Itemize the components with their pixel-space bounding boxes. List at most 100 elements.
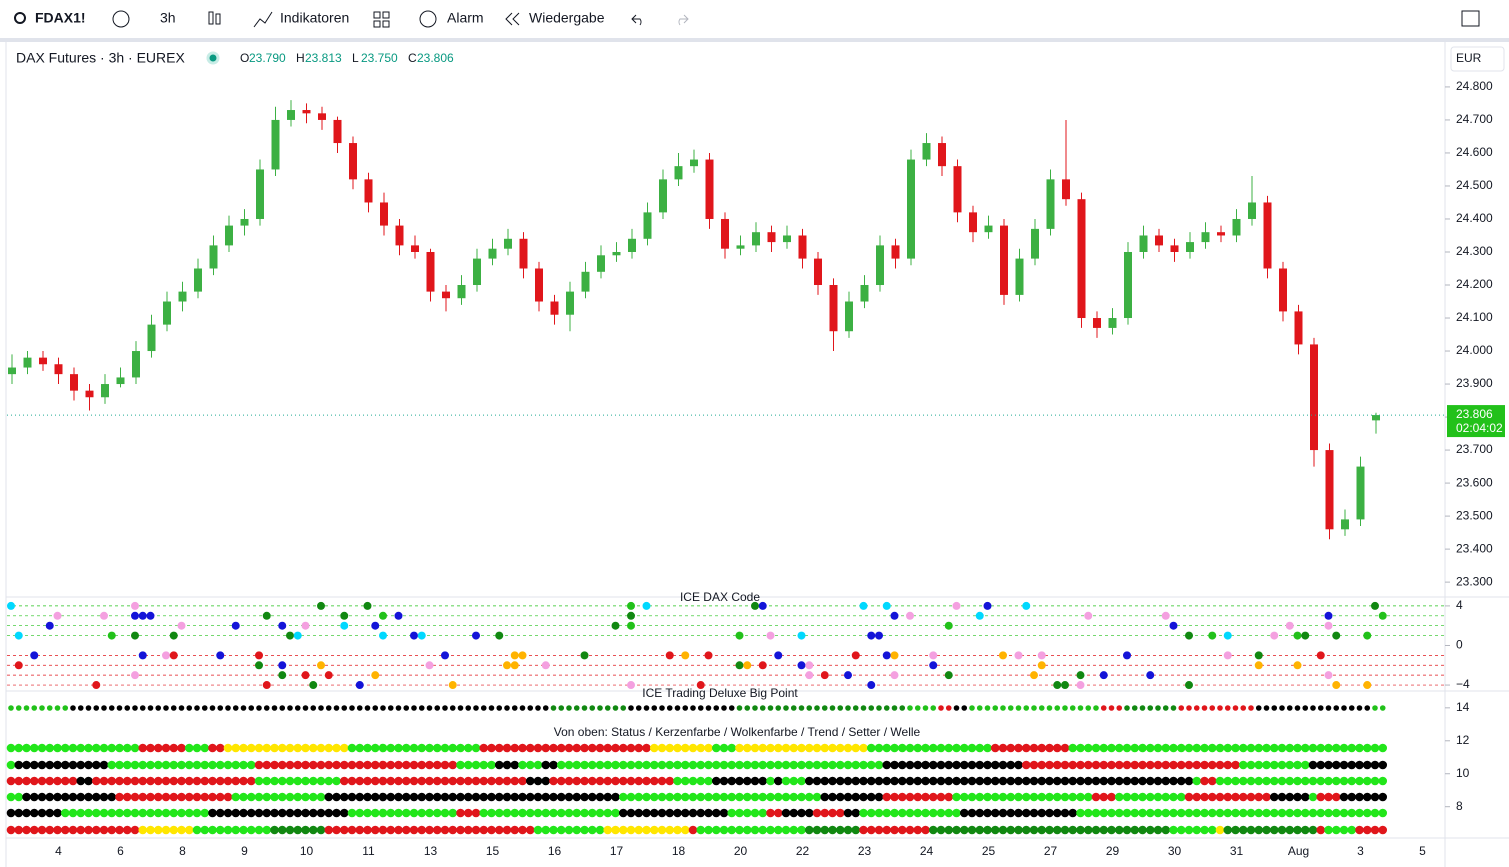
signal-dot [293,631,302,640]
state-dot [1362,808,1372,818]
interval[interactable]: 3h [160,10,176,26]
state-dot [177,743,186,753]
redo-icon[interactable] [678,14,689,26]
state-dot [1331,776,1341,786]
state-dot [572,825,582,835]
state-dot [874,776,884,786]
state-dot [1347,760,1357,770]
state-dot [45,792,55,802]
state-dot [510,825,520,835]
state-dot [270,808,279,818]
state-dot [479,760,489,770]
state-dot [107,776,117,786]
search-icon[interactable] [14,12,26,24]
state-dot [246,776,256,786]
state-dot [347,825,357,835]
state-dot [347,792,357,802]
candle-body [473,258,481,286]
state-dot [76,743,86,753]
state-dot [471,792,481,802]
state-dot [905,825,915,835]
chart-title: DAX Futures · 3h · EUREX [16,50,185,66]
state-dot [859,808,868,818]
replay-button[interactable]: Wiedergabe [529,10,605,26]
state-dot [510,776,520,786]
state-dot [1130,760,1140,770]
state-dot [370,792,380,802]
state-dot [22,776,31,786]
state-dot [1021,825,1031,835]
candle-icon[interactable] [208,11,214,25]
state-dot [859,776,868,786]
layout-icon[interactable] [373,11,381,19]
state-dot [62,705,69,711]
ohlc-value: 23.813 [305,51,342,65]
state-dot [1060,776,1070,786]
symbol[interactable]: FDAX1! [35,10,86,26]
window-icon[interactable] [1461,10,1480,27]
state-dot [928,776,938,786]
state-dot [835,808,845,818]
state-dot [580,776,589,786]
state-dot [580,743,589,753]
state-dot [440,825,450,835]
state-dot [285,792,295,802]
currency[interactable]: EUR [1456,51,1482,65]
currency-box[interactable] [1450,46,1505,72]
x-tick-label: 4 [55,844,62,858]
state-dot [835,743,845,753]
state-dot [1200,776,1209,786]
state-dot [859,825,868,835]
state-dot [921,776,930,786]
state-dot [456,808,465,818]
state-dot [657,792,667,802]
state-dot [1262,760,1271,770]
state-dot [1324,808,1333,818]
candle-body [1294,311,1303,345]
state-dot [1207,825,1217,835]
y-tick-label: 10 [1456,766,1470,780]
state-dot [308,776,318,786]
state-dot [845,705,851,711]
state-dot [372,705,379,711]
state-dot [1145,825,1155,835]
state-dot [680,825,690,835]
state-dot [1200,808,1209,818]
alert-button[interactable]: Alarm [447,10,484,26]
state-dot [308,743,318,753]
replay-icon[interactable] [505,12,513,26]
state-dot [480,705,487,711]
state-dot [270,825,279,835]
alarm-icon[interactable] [419,10,437,28]
state-dot [812,743,822,753]
state-dot [680,792,690,802]
state-dot [277,760,287,770]
state-dot [1029,792,1039,802]
state-dot [612,705,619,711]
state-dot [688,792,698,802]
state-dot [231,743,241,753]
state-dot [425,776,434,786]
state-dot [1355,776,1364,786]
state-dot [339,792,349,802]
state-dot [1068,808,1078,818]
signal-dot [45,621,54,630]
indicators-button[interactable]: Indikatoren [280,10,349,26]
state-dot [29,776,39,786]
state-dot [1277,808,1287,818]
state-dot [928,792,938,802]
undo-icon[interactable] [631,14,642,26]
state-dot [897,760,907,770]
add-icon[interactable] [112,10,130,28]
state-dot [208,776,217,786]
state-dot [634,776,644,786]
state-dot [1006,760,1016,770]
state-dot [22,808,31,818]
indicator-icon[interactable] [253,11,273,28]
x-tick-label: 23 [858,844,872,858]
state-dot [93,705,100,711]
state-dot [518,825,527,835]
state-dot [425,792,434,802]
state-dot [866,776,876,786]
